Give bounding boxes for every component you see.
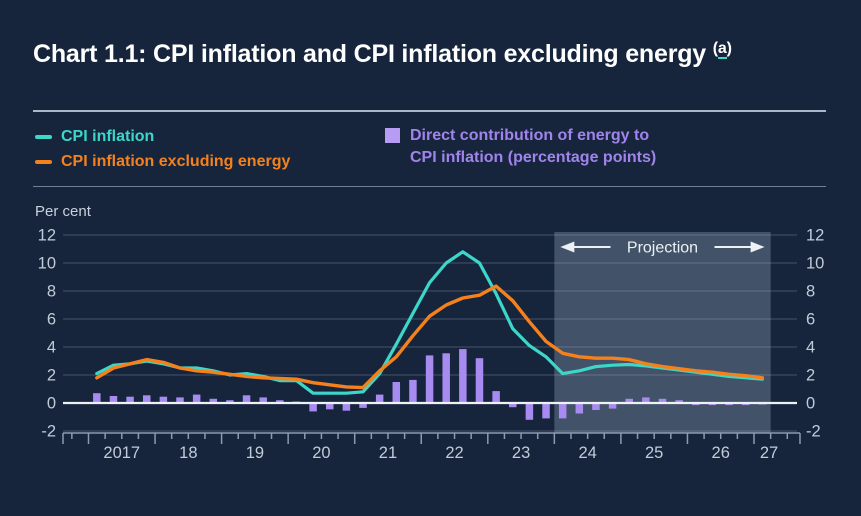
svg-text:8: 8 [47, 283, 56, 301]
legend-item-ex-energy: CPI inflation excluding energy [35, 149, 290, 174]
energy-bar [442, 353, 450, 403]
energy-bar [425, 355, 434, 403]
cpi-legend-label: CPI inflation [61, 127, 155, 145]
svg-text:20: 20 [312, 444, 330, 462]
energy-bar [542, 403, 550, 419]
cpi-line-swatch [35, 134, 52, 139]
energy-bar [93, 393, 101, 403]
energy-bar [325, 403, 334, 410]
energy-bar-swatch [385, 128, 400, 143]
energy-bar [242, 395, 251, 403]
energy-bar [192, 394, 201, 403]
legend: CPI inflation CPI inflation excluding en… [35, 124, 825, 180]
energy-bar [642, 397, 650, 403]
ex-energy-line-swatch [35, 159, 52, 164]
energy-bar [342, 403, 351, 411]
y-axis-labels: 12 12 10 10 8 8 6 6 4 4 2 2 0 0 -2 -2 [38, 227, 825, 441]
svg-text:26: 26 [712, 444, 730, 462]
energy-bar [492, 391, 500, 403]
energy-bar [608, 403, 617, 409]
svg-text:10: 10 [806, 255, 824, 273]
energy-bar [142, 395, 151, 403]
footnote-marker: (a) [712, 40, 732, 59]
cpi-inflation-line [95, 250, 764, 395]
energy-bar [592, 403, 600, 410]
energy-bar [159, 396, 168, 403]
svg-text:23: 23 [512, 444, 530, 462]
svg-text:8: 8 [806, 283, 815, 301]
projection-annotation: Projection [560, 240, 765, 257]
svg-text:21: 21 [379, 444, 397, 462]
energy-bar [109, 396, 118, 403]
energy-legend-label: Direct contribution of energy to CPI inf… [410, 127, 657, 166]
energy-bar [575, 403, 584, 414]
svg-text:-2: -2 [806, 423, 821, 441]
legend-lines-column: CPI inflation CPI inflation excluding en… [35, 124, 290, 174]
projection-label: Projection [627, 240, 698, 257]
svg-text:27: 27 [760, 444, 778, 462]
ex-energy-legend-label: CPI inflation excluding energy [61, 152, 291, 170]
svg-text:6: 6 [806, 311, 815, 329]
energy-bar [209, 398, 218, 403]
energy-bar [176, 397, 184, 403]
legend-item-cpi: CPI inflation [35, 124, 290, 149]
chart-title: Chart 1.1: CPI inflation and CPI inflati… [33, 40, 732, 69]
legend-item-energy-bars: Direct contribution of energy to CPI inf… [385, 125, 656, 169]
energy-bar [392, 382, 401, 403]
energy-bar [375, 394, 384, 403]
svg-text:0: 0 [47, 395, 56, 413]
energy-bar [509, 403, 517, 408]
energy-bar [525, 403, 534, 420]
svg-text:24: 24 [578, 444, 596, 462]
energy-contribution-bars [93, 349, 767, 420]
svg-text:12: 12 [806, 227, 824, 245]
svg-text:19: 19 [246, 444, 264, 462]
svg-text:22: 22 [445, 444, 463, 462]
svg-text:4: 4 [47, 339, 56, 357]
energy-bar [658, 398, 667, 403]
energy-bar [226, 400, 234, 403]
svg-text:10: 10 [38, 255, 56, 273]
svg-text:6: 6 [47, 311, 56, 329]
svg-text:-2: -2 [41, 423, 56, 441]
svg-text:25: 25 [645, 444, 663, 462]
energy-bar [475, 358, 484, 403]
energy-bar [259, 397, 267, 403]
divider-mid [33, 186, 826, 187]
energy-bar [675, 400, 683, 403]
svg-text:2: 2 [47, 367, 56, 385]
x-axis [62, 432, 801, 444]
energy-bar [409, 379, 417, 403]
svg-text:2017: 2017 [103, 444, 140, 462]
svg-text:12: 12 [38, 227, 56, 245]
energy-bar [558, 403, 567, 419]
gridlines [63, 234, 797, 432]
svg-text:2: 2 [806, 367, 815, 385]
cpi-ex-energy-line [95, 284, 764, 390]
divider-top [33, 110, 826, 112]
energy-bar [126, 396, 134, 403]
chart-title-text: Chart 1.1: CPI inflation and CPI inflati… [33, 40, 707, 68]
energy-bar [359, 403, 367, 408]
svg-text:0: 0 [806, 395, 815, 413]
footnote-link[interactable]: a [717, 40, 727, 59]
energy-bar [276, 400, 284, 403]
svg-text:18: 18 [179, 444, 197, 462]
y-axis-unit-label: Per cent [35, 203, 91, 220]
energy-bar [625, 398, 633, 403]
energy-bar [309, 403, 317, 412]
energy-bar [459, 349, 467, 403]
x-axis-year-labels: 2017 18 19 20 21 22 23 24 25 26 27 [103, 444, 778, 462]
svg-text:4: 4 [806, 339, 815, 357]
